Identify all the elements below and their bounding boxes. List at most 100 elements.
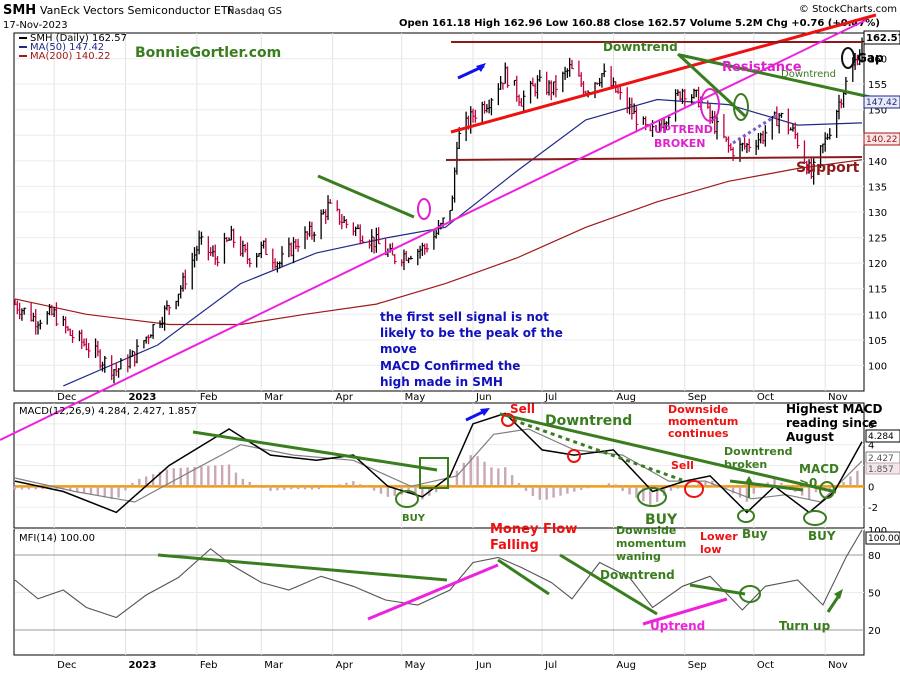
x-tick-label: Sep [688,660,707,671]
macd-histogram-bar [760,486,762,488]
macd-histogram-bar [352,481,354,486]
annotation-buy-1: BUY [402,513,426,524]
annotation-line: the first sell signal is not [380,310,549,324]
macd-histogram-bar [387,486,389,497]
macd-histogram-bar [255,485,257,487]
y-tick-label: 20 [868,626,881,637]
macd-histogram-bar [670,486,672,491]
price-legend: SMH (Daily) 162.57 MA(50) 147.42 MA(200)… [19,33,127,62]
x-tick-label: Oct [757,392,774,403]
macd-sell-circle-3 [685,481,703,497]
annotation-downtrend-macd: Downtrend [545,413,632,429]
tag-macd: 4.284 [868,432,894,442]
macd-histogram-bar [14,486,16,489]
macd-histogram-bar [83,486,85,493]
macd-legend: MACD(12,26,9) 4.284, 2.427, 1.857 [19,406,197,417]
y-tick-label: 130 [868,208,887,219]
mfi-turn-up-arrowhead [834,589,843,599]
ma200-line [15,160,862,325]
macd-histogram-bar [697,483,699,486]
annotation-buy-3: Buy [742,527,768,541]
x-tick-label: Jul [544,660,557,671]
macd-histogram-bar [290,486,292,489]
macd-histogram-bar [28,486,30,489]
watermark: BonnieGortler.com [135,45,281,61]
x-tick-label: Aug [616,392,636,403]
macd-histogram-bar [186,467,188,486]
annotation-line: high made in SMH [380,375,503,389]
annotation-downtrend-mfi: Downtrend [600,568,675,582]
macd-histogram-bar [449,485,451,487]
annotation-line: likely to be the peak of the [380,326,563,340]
x-tick-label: Oct [757,660,774,671]
macd-histogram-bar [545,486,547,499]
macd-histogram-bar [829,486,831,489]
annotation-buy-4: BUY [808,529,836,543]
x-tick-label: May [405,392,426,403]
macd-histogram-bar [97,486,99,496]
annotation-turn-up: Turn up [779,619,831,633]
x-tick-label: Mar [264,392,284,403]
x-tick-label: Jun [475,392,492,403]
macd-histogram-bar [69,486,71,490]
macd-histogram-bar [269,486,271,491]
x-tick-label: Feb [200,392,218,403]
x-tick-label: 2023 [128,660,156,671]
y-tick-label: 105 [868,336,887,347]
annotation-sell-1: Sell [510,402,535,416]
macd-histogram-bar [532,486,534,496]
annotation-line: move [380,342,417,356]
y-tick-label: 80 [868,551,881,562]
macd-histogram-bar [753,486,755,493]
macd-histogram-bar [262,486,264,488]
y-tick-label: 140 [868,157,887,168]
y-tick-label: 125 [868,234,887,245]
macd-histogram-bar [518,483,520,486]
legend-swatch-ma200 [19,55,27,57]
macd-sell-circle-2 [568,450,580,462]
macd-histogram-bar [207,466,209,486]
chart-exchange: Nasdaq GS [227,6,282,17]
macd-histogram-bar [318,486,320,489]
macd-histogram-bar [559,486,561,495]
chart-security-name: VanEck Vectors Semiconductor ETF [40,4,234,17]
annotation-line: Downside [616,524,676,537]
tag-mfi: 100.00 [868,534,900,544]
macd-histogram-bar [345,483,347,487]
y-tick-label: -2 [868,503,878,514]
mfi-line [15,530,862,618]
annotation-line: Lower [700,530,738,543]
macd-histogram-bar [276,486,278,490]
macd-histogram-bar [283,486,285,489]
annotation-line: waning [616,550,661,563]
x-tick-label: Apr [336,392,354,403]
macd-histogram-bar [704,482,706,486]
macd-histogram-bar [380,486,382,493]
macd-histogram-bar [124,486,126,490]
macd-histogram-bar [690,485,692,487]
macd-histogram-bar [131,483,133,487]
y-tick-label: 135 [868,182,887,193]
macd-histogram-bar [566,486,568,493]
y-tick-label: 110 [868,310,887,321]
y-tick-label: 115 [868,285,887,296]
mfi-legend: MFI(14) 100.00 [19,533,95,544]
x-tick-label: Mar [264,660,284,671]
macd-histogram-bar [856,471,858,487]
legend-ma200: MA(200) 140.22 [30,51,111,62]
tag-hist: 1.857 [868,465,894,475]
macd-histogram-bar [842,482,844,486]
x-tick-label: 2023 [128,392,156,403]
macd-histogram-bar [525,486,527,491]
macd-histogram-bar [746,486,748,501]
macd-histogram-bar [331,486,333,487]
macd-histogram-bar [221,465,223,486]
macd-histogram-bar [849,476,851,486]
tag-ma200: 140.22 [866,135,898,145]
macd-histogram-bar [297,486,299,489]
x-tick-label: Nov [828,660,848,671]
